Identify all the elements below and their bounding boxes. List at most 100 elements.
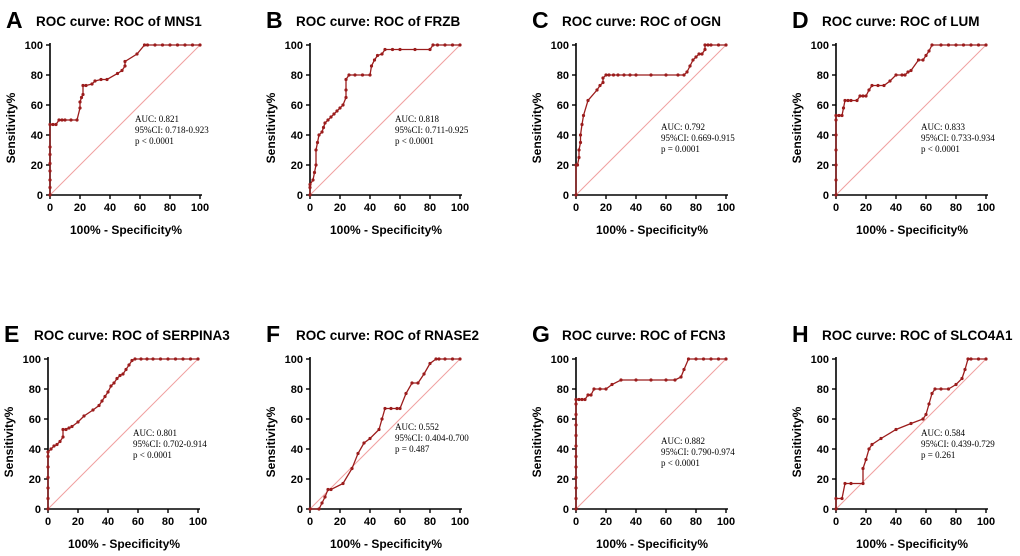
roc-point [58,439,62,444]
roc-point [574,454,578,459]
roc-point [574,496,578,501]
x-tick-label: 100 [977,202,995,214]
y-tick-label: 40 [31,130,43,142]
roc-point [894,73,898,77]
roc-point [183,43,187,47]
roc-point [404,391,408,396]
roc-point [344,88,348,92]
roc-point [864,94,868,98]
roc-point [181,357,185,361]
roc-point [716,357,721,361]
roc-point [834,163,838,167]
roc-point [984,357,988,361]
panel-c: C ROC curve: ROC of OGN Sensitivity% 100… [530,7,735,237]
x-tick-label: 0 [45,516,51,528]
auc-label: AUC: 0.552 [395,422,439,432]
roc-point [691,58,695,62]
roc-point [706,43,710,47]
y-tick-label: 40 [557,444,569,456]
roc-point [574,465,578,469]
roc-point [428,47,432,52]
roc-point [927,402,931,406]
roc-curve-line [575,358,726,509]
y-tick-label: 80 [291,384,303,396]
roc-point [575,163,580,167]
roc-point [97,403,101,408]
x-tick-label: 40 [890,202,902,214]
roc-point [664,73,668,77]
roc-point [724,357,728,361]
roc-point [601,76,605,80]
roc-point [69,118,73,122]
roc-point [91,408,95,412]
x-axis-label: 100% - Specificity% [330,223,442,237]
roc-point [99,77,103,82]
roc-point [574,397,578,402]
roc-point [903,73,907,77]
roc-point [676,73,680,77]
roc-point [312,170,317,175]
roc-point [939,387,943,391]
roc-point [317,133,321,137]
roc-point [389,406,393,411]
roc-point [840,496,844,501]
roc-point [969,43,973,47]
roc-point [46,496,50,501]
roc-point [963,367,967,372]
roc-point [81,83,85,88]
roc-point [377,427,381,432]
roc-point [611,73,616,77]
x-tick-label: 20 [860,202,872,214]
roc-point [350,466,354,471]
y-tick-label: 40 [29,444,41,456]
roc-point [323,121,327,125]
roc-point [344,95,348,100]
roc-point [90,82,94,86]
roc-point [372,58,377,62]
roc-point [383,47,387,52]
roc-point [311,178,315,182]
panel-letter: F [266,321,280,347]
roc-point [604,73,608,77]
roc-point [398,406,402,411]
roc-point [115,376,119,381]
roc-point [577,148,581,152]
x-tick-label: 0 [573,516,579,528]
roc-point [930,43,934,47]
roc-point [592,387,596,391]
auc-label: AUC: 0.792 [661,122,705,132]
roc-point [443,43,447,47]
y-axis-label: Sensitivity% [4,92,18,163]
roc-point [308,193,312,197]
y-tick-label: 0 [35,504,41,516]
roc-point [834,118,838,122]
y-tick-label: 0 [823,190,829,202]
roc-point [121,372,125,376]
x-tick-label: 0 [307,516,313,528]
roc-point [574,507,578,511]
roc-point [48,185,52,190]
roc-point [921,58,925,62]
roc-point [574,423,578,427]
x-tick-label: 20 [334,202,346,214]
x-tick-label: 80 [162,516,174,528]
y-tick-label: 100 [285,354,303,366]
roc-point [344,77,348,82]
roc-point [341,103,345,107]
y-tick-label: 80 [291,70,303,82]
roc-point [688,64,692,68]
roc-point [927,49,931,53]
roc-point [586,98,590,103]
y-axis-label: Sensitivity% [2,406,16,477]
roc-point [855,98,859,103]
ci-label: 95%CI: 0.404-0.700 [395,433,469,443]
x-tick-label: 80 [164,202,176,214]
panel-a: A ROC curve: ROC of MNS1 Sensitivity% 10… [4,7,209,237]
roc-point [383,406,387,411]
auc-label: AUC: 0.584 [921,428,966,438]
panel-g: G ROC curve: ROC of FCN3 Sensitivity% 10… [530,321,735,551]
roc-point [308,185,312,190]
x-tick-label: 40 [630,516,642,528]
roc-point [834,193,838,197]
reference-line [47,358,199,510]
